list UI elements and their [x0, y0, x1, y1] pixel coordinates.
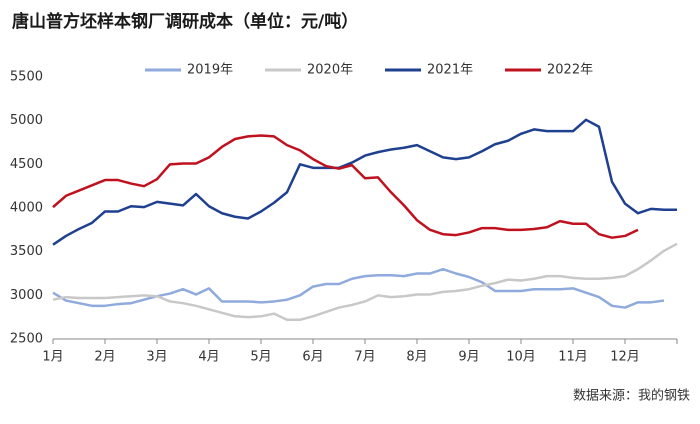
- legend-label: 2022年: [547, 63, 593, 78]
- x-tick-label: 7月: [354, 350, 375, 365]
- x-tick-label: 10月: [506, 350, 536, 365]
- source-note: 数据来源：我的钢铁: [573, 388, 690, 404]
- x-tick-label: 9月: [458, 350, 479, 365]
- x-tick-label: 5月: [250, 350, 271, 365]
- x-tick-label: 2月: [94, 350, 115, 365]
- y-tick-label: 5500: [10, 70, 43, 85]
- series-line: [52, 267, 665, 309]
- y-tick-label: 5000: [10, 113, 43, 128]
- series-line: [52, 242, 678, 322]
- y-tick-label: 3500: [10, 244, 43, 259]
- y-tick-label: 2500: [10, 332, 43, 347]
- legend-label: 2019年: [187, 63, 233, 78]
- chart-title: 唐山普方坯样本钢厂调研成本（单位：元/吨）: [12, 11, 358, 32]
- legend-label: 2021年: [427, 63, 473, 78]
- x-tick-label: 12月: [610, 350, 640, 365]
- x-tick-label: 8月: [406, 350, 427, 365]
- series-line: [52, 118, 677, 246]
- series-line: [52, 134, 639, 239]
- x-tick-label: 11月: [558, 350, 588, 365]
- legend-label: 2020年: [307, 63, 353, 78]
- y-tick-label: 4000: [10, 201, 43, 216]
- x-tick-label: 6月: [302, 350, 323, 365]
- x-tick-label: 4月: [198, 350, 219, 365]
- x-tick-label: 1月: [42, 350, 63, 365]
- x-tick-label: 3月: [146, 350, 167, 365]
- y-tick-label: 4500: [10, 157, 43, 172]
- y-tick-label: 3000: [10, 288, 43, 303]
